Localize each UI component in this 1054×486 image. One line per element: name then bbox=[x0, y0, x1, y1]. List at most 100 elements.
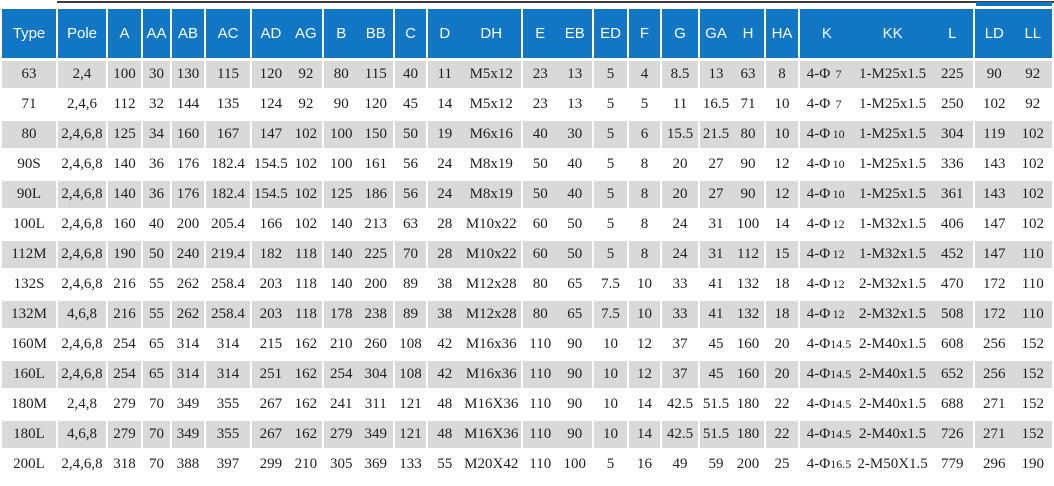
cell-ed: 10 bbox=[592, 388, 629, 420]
col-header-ed: ED bbox=[592, 6, 629, 60]
cell-value: 5 bbox=[606, 156, 615, 172]
cell-value: 40 bbox=[567, 186, 583, 203]
cell-value: 37 bbox=[672, 336, 688, 352]
cell-value: 65 bbox=[567, 306, 583, 323]
table-row-180M: 180M 2,4,8 279 70 349 355 267 162 241 311 121 48 M16… bbox=[2, 388, 1053, 420]
cell-value: 8.5 bbox=[670, 66, 690, 82]
cell-a: 279 bbox=[106, 388, 142, 420]
cell-value: 25 bbox=[774, 456, 790, 472]
cell-k-kk-l: 4-Φ14.5 2-M40x1.5 688 bbox=[798, 388, 975, 420]
cell-value: 2,4,6,8 bbox=[61, 366, 103, 382]
cell-value: 4-Φ14.5 bbox=[806, 336, 852, 353]
cell-value: 143 bbox=[983, 156, 1006, 173]
cell-value: 110 bbox=[529, 396, 552, 413]
cell-value: 118 bbox=[294, 306, 317, 323]
cell-value: 65 bbox=[567, 276, 583, 293]
cell-value: 55 bbox=[149, 276, 164, 292]
cell-k-kk-l: 4-Φ 12 1-M32x1.5 452 bbox=[798, 238, 975, 270]
cell-value: 48 bbox=[437, 396, 453, 413]
cell-b-bb: 210 260 bbox=[322, 328, 394, 360]
cell-value: 166 bbox=[259, 216, 283, 233]
cell-value: 172 bbox=[983, 276, 1006, 293]
cell-value: 45 bbox=[708, 366, 724, 383]
cell-value: 13 bbox=[567, 66, 583, 83]
cell-c: 50 bbox=[393, 118, 427, 150]
cell-aa: 30 bbox=[141, 58, 171, 90]
cell-value: 4 bbox=[640, 66, 649, 82]
col-header-ac: AC bbox=[204, 6, 251, 60]
cell-value: 144 bbox=[176, 96, 200, 112]
cell-value: 110 bbox=[1021, 246, 1044, 263]
cell-value: 89 bbox=[403, 306, 418, 322]
cell-value: 258.4 bbox=[211, 276, 245, 292]
cell-ga-h: 41 132 bbox=[698, 268, 766, 300]
cell-ab: 262 bbox=[170, 298, 205, 330]
table-row-80: 80 2,4,6,8 125 34 160 167 147 102 100 150 50 19 M6x1… bbox=[2, 118, 1053, 150]
cell-d-dh: 48 M16X36 bbox=[425, 418, 523, 450]
cell-value: M5x12 bbox=[469, 96, 513, 113]
cell-value: 11 bbox=[437, 66, 452, 83]
cell-value: 13 bbox=[567, 96, 583, 113]
cell-value: 4-Φ 12 bbox=[801, 216, 854, 233]
cell-value: 160 bbox=[736, 336, 760, 353]
cell-value: 108 bbox=[399, 336, 422, 352]
cell-value: 279 bbox=[113, 396, 136, 412]
cell-value: 2,4,6,8 bbox=[61, 216, 103, 232]
cell-value: 355 bbox=[216, 396, 240, 412]
cell-ld-ll: 296 190 bbox=[973, 448, 1053, 478]
cell-value: M16x36 bbox=[465, 336, 517, 353]
cell-value: 19 bbox=[437, 126, 453, 143]
cell-value: 23 bbox=[532, 66, 548, 83]
cell-value: 162 bbox=[294, 336, 318, 353]
cell-value: 42 bbox=[437, 336, 453, 353]
col-label: LD bbox=[984, 25, 1004, 43]
cell-aa: 70 bbox=[141, 448, 171, 478]
col-label: D bbox=[439, 25, 451, 43]
cell-ga-h: 31 100 bbox=[698, 208, 766, 240]
table-row-112M: 112M 2,4,6,8 190 50 240 219.4 182 118 140 225 70 28… bbox=[2, 238, 1053, 270]
cell-ad-ag: 267 162 bbox=[250, 418, 323, 450]
cell-b-bb: 90 120 bbox=[322, 88, 394, 120]
cell-value: 172 bbox=[983, 306, 1006, 323]
cell-value: 108 bbox=[399, 366, 422, 382]
cell-value: 260 bbox=[364, 336, 388, 353]
cell-value: M10x22 bbox=[465, 246, 517, 263]
cell-value: 71 bbox=[21, 96, 37, 112]
cell-value: 59 bbox=[708, 456, 724, 473]
cell-value: 241 bbox=[330, 396, 353, 413]
cell-k-kk-l: 4-Φ 10 1-M25x1.5 361 bbox=[798, 178, 975, 210]
cell-pole: 2,4,6,8 bbox=[56, 208, 107, 240]
cell-value: 80 bbox=[532, 276, 548, 293]
cell-value: 7.5 bbox=[601, 276, 620, 292]
cell-ld-ll: 172 110 bbox=[973, 268, 1053, 300]
cell-c: 56 bbox=[393, 148, 427, 180]
cell-value: 5 bbox=[606, 456, 615, 472]
cell-value: 154.5 bbox=[254, 186, 288, 203]
cell-value: 140 bbox=[330, 246, 353, 263]
phi-size-value: 10 bbox=[832, 127, 845, 142]
cell-value: 8 bbox=[640, 156, 649, 172]
cell-ha: 8 bbox=[764, 58, 800, 90]
cell-value: 135 bbox=[216, 96, 240, 112]
phi-size-value: 12 bbox=[832, 277, 845, 292]
cell-value: 80 bbox=[740, 126, 756, 143]
cell-value: 102 bbox=[294, 186, 318, 203]
cell-ad-ag: 166 102 bbox=[250, 208, 323, 240]
cell-value: 40 bbox=[532, 126, 548, 143]
cell-value: 452 bbox=[941, 246, 964, 263]
cell-ac: 258.4 bbox=[204, 268, 251, 300]
cell-value: 2-M40x1.5 bbox=[859, 426, 927, 443]
cell-value: 40 bbox=[403, 66, 418, 82]
cell-ac: 397 bbox=[204, 448, 251, 478]
cell-ga-h: 16.5 71 bbox=[698, 88, 766, 120]
cell-value: 12 bbox=[637, 366, 653, 382]
cell-a: 100 bbox=[106, 58, 142, 90]
cell-b-bb: 140 213 bbox=[322, 208, 394, 240]
cell-pole: 2,4,6,8 bbox=[56, 268, 107, 300]
cell-value: 92 bbox=[298, 96, 314, 113]
cell-ab: 388 bbox=[170, 448, 205, 478]
cell-value: 50 bbox=[532, 156, 548, 173]
cell-value: 216 bbox=[113, 306, 136, 322]
col-header-e-eb: E EB bbox=[521, 6, 594, 60]
cell-g: 42.5 bbox=[660, 418, 700, 450]
